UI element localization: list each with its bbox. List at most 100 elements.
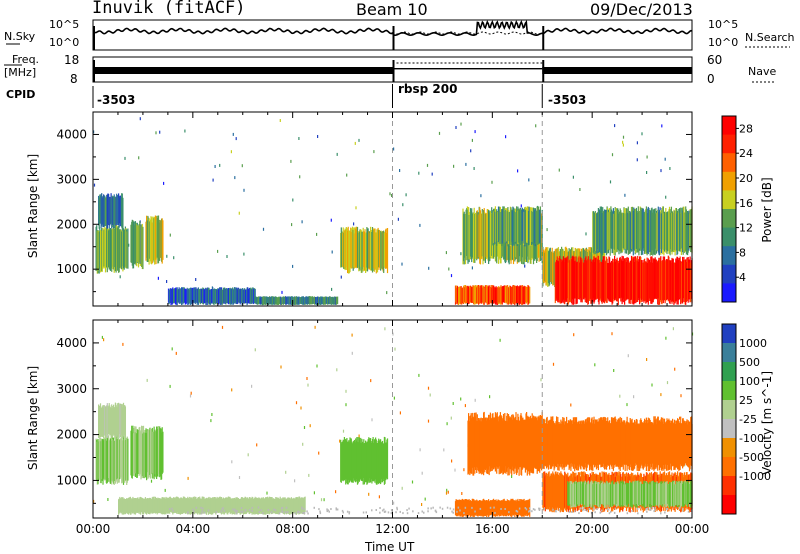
data-streak [471, 286, 473, 303]
noise-speck [474, 130, 476, 134]
data-streak [372, 437, 374, 482]
colorbar-tick-label: -100 [739, 432, 764, 445]
data-streak [463, 285, 465, 303]
noise-speck [316, 232, 318, 236]
noise-speck [211, 413, 213, 416]
ground-scatter [457, 506, 460, 509]
noise-speck [419, 223, 421, 227]
data-streak [245, 497, 247, 515]
data-streak [456, 287, 458, 304]
data-streak [596, 212, 598, 254]
noise-speck [633, 395, 635, 399]
data-streak [521, 415, 523, 476]
data-streak [135, 426, 137, 474]
noise-speck [295, 401, 298, 405]
ground-scatter [651, 506, 654, 509]
data-streak [690, 262, 692, 302]
ground-scatter [439, 506, 441, 509]
ground-scatter [464, 506, 467, 509]
noise-speck [627, 354, 629, 358]
data-streak [166, 497, 168, 514]
noise-speck [446, 422, 448, 426]
data-streak [476, 500, 478, 517]
data-streak [476, 210, 478, 259]
colorbar-swatch [722, 495, 736, 515]
data-streak [585, 260, 588, 303]
noise-speck [317, 135, 319, 138]
data-streak [141, 425, 143, 477]
data-streak [146, 498, 148, 515]
velocity-region-2 [98, 402, 127, 440]
ground-scatter [294, 512, 297, 515]
data-streak [492, 413, 494, 468]
data-streak [159, 219, 161, 261]
data-streak [162, 431, 164, 473]
data-streak [154, 429, 156, 477]
data-streak [237, 498, 239, 513]
data-streak [612, 211, 614, 254]
data-streak [658, 260, 661, 305]
noise-speck [641, 132, 643, 136]
data-streak [685, 422, 687, 464]
ground-scatter [195, 506, 198, 509]
data-streak [497, 499, 500, 516]
nsky-label: N.Sky [4, 30, 36, 43]
data-streak [640, 209, 643, 256]
ground-scatter [200, 512, 203, 515]
data-streak [484, 417, 487, 470]
noise-speck [474, 398, 476, 402]
data-streak [573, 421, 575, 465]
noise-speck [150, 479, 153, 483]
data-streak [620, 482, 622, 506]
data-streak [276, 497, 278, 514]
noise-speck [421, 471, 423, 475]
data-streak [214, 497, 216, 513]
data-streak [565, 257, 567, 303]
data-streak [484, 213, 487, 263]
data-streak [594, 212, 596, 252]
nsearch-label: N.Search [745, 31, 795, 44]
noise-speck [280, 365, 282, 369]
ground-scatter [330, 508, 332, 510]
data-streak [583, 421, 585, 467]
data-streak [658, 209, 661, 256]
data-streak [677, 482, 679, 508]
ground-scatter [427, 507, 429, 510]
data-streak [534, 416, 536, 468]
ground-scatter [215, 511, 218, 514]
data-streak [130, 430, 132, 476]
noise-speck [163, 181, 165, 185]
noise-speck [146, 378, 148, 382]
data-streak [585, 482, 588, 506]
data-streak [104, 437, 106, 481]
data-streak [609, 211, 611, 256]
colorbar-tick-label: 25 [739, 394, 753, 407]
data-streak [208, 287, 210, 305]
ground-scatter [529, 510, 531, 512]
ground-scatter [303, 512, 306, 514]
data-streak [463, 499, 465, 516]
ground-scatter [452, 511, 454, 514]
ground-scatter [582, 506, 585, 509]
data-streak [638, 259, 640, 299]
noise-speck [184, 129, 186, 133]
data-streak [653, 258, 656, 299]
ground-scatter [346, 510, 349, 513]
data-streak [685, 206, 687, 252]
noise-speck [262, 227, 265, 231]
data-streak [521, 285, 523, 305]
data-streak [156, 429, 158, 477]
ground-scatter [306, 510, 308, 513]
ground-scatter [245, 509, 247, 512]
ground-scatter [613, 511, 616, 514]
data-streak [294, 296, 296, 305]
data-streak [609, 263, 611, 302]
data-streak [614, 482, 616, 506]
noise-speck [470, 149, 472, 153]
ground-scatter [336, 508, 339, 511]
data-streak [99, 405, 101, 436]
data-streak [617, 209, 619, 251]
data-streak [365, 233, 367, 273]
data-streak [375, 232, 377, 269]
data-streak [190, 287, 192, 304]
